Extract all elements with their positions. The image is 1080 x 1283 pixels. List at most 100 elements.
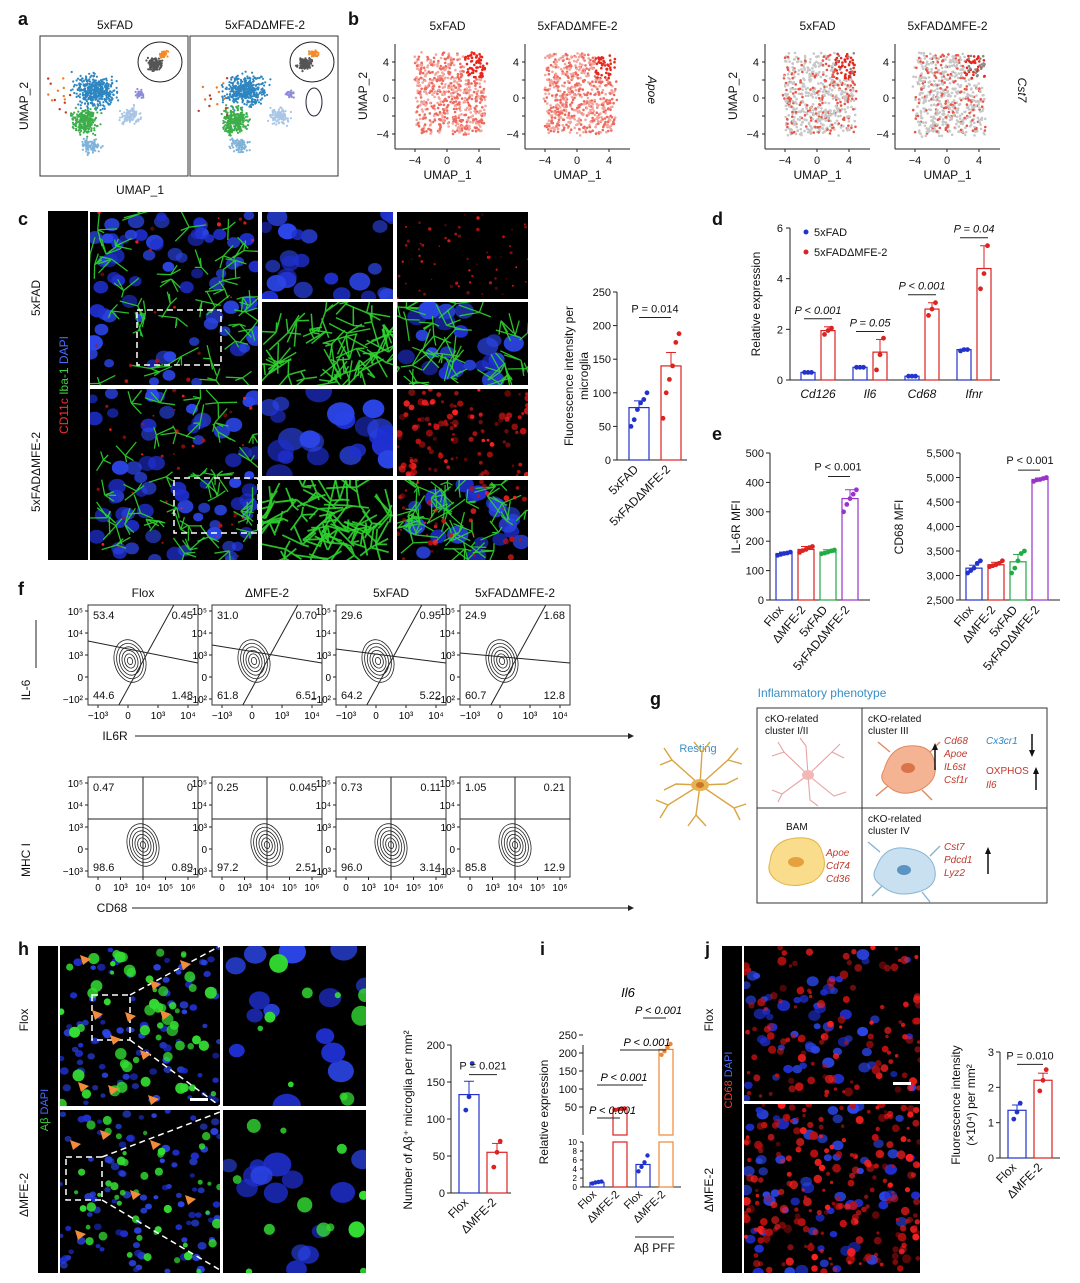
umap-point: [248, 100, 251, 103]
umap-point: [281, 108, 284, 111]
nucleus: [90, 335, 103, 351]
feature-point: [578, 109, 581, 113]
feature-point: [955, 111, 959, 114]
umap-point: [277, 119, 280, 122]
nucleus: [149, 239, 164, 251]
feature-point: [786, 125, 789, 129]
feature-point: [571, 77, 574, 80]
feature-point: [609, 108, 612, 111]
feature-point: [605, 130, 608, 134]
feature-point: [555, 81, 559, 84]
umap-point: [158, 63, 161, 66]
feature-point: [926, 112, 929, 115]
umap-point: [309, 60, 312, 64]
feature-point: [790, 128, 793, 132]
feature-point: [429, 128, 433, 132]
umap-point: [303, 61, 306, 64]
feature-point: [812, 131, 815, 134]
feature-point: [925, 96, 928, 99]
feature-point: [829, 124, 832, 128]
umap-point: [157, 57, 160, 60]
umap-point: [259, 98, 262, 101]
umap-point: [87, 148, 90, 151]
umap-point: [162, 50, 165, 54]
feature-point: [786, 55, 790, 59]
feature-point: [578, 127, 581, 131]
umap-point: [246, 115, 249, 118]
umap-point: [249, 93, 252, 97]
umap-point: [98, 91, 102, 94]
red-signal: [217, 217, 220, 220]
feature-point: [843, 58, 847, 62]
red-signal: [97, 212, 101, 214]
feature-point: [574, 71, 578, 74]
umap-point: [132, 117, 135, 120]
feature-point: [453, 118, 457, 121]
feature-point: [439, 90, 442, 94]
umap-point: [253, 100, 256, 103]
umap-point: [239, 92, 242, 95]
feature-point: [946, 104, 950, 108]
umap-point: [107, 87, 110, 90]
feature-point: [550, 116, 554, 119]
umap-point: [105, 87, 108, 90]
umap-point: [242, 143, 245, 146]
feature-point: [549, 84, 552, 87]
feature-point: [469, 115, 473, 119]
feature-point: [469, 120, 472, 124]
umap-point: [234, 124, 237, 127]
feature-point: [919, 111, 923, 115]
feature-point: [959, 64, 963, 68]
umap-point: [71, 121, 74, 124]
feature-point: [430, 121, 433, 124]
feature-point: [784, 104, 788, 108]
umap-outlier: [209, 97, 212, 101]
feature-point: [426, 64, 430, 67]
umap-point: [88, 117, 91, 120]
umap-point: [235, 148, 238, 152]
feature-point: [589, 120, 592, 124]
feature-point: [555, 113, 558, 116]
umap-point: [134, 114, 137, 117]
feature-point: [925, 55, 928, 58]
feature-point: [442, 109, 446, 112]
feature-point: [602, 110, 605, 113]
umap-point: [136, 93, 139, 96]
feature-point: [814, 119, 818, 123]
umap-point: [105, 98, 108, 101]
feature-point: [588, 63, 592, 67]
feature-point: [787, 114, 790, 117]
feature-point: [550, 119, 553, 123]
umap-point: [82, 137, 85, 140]
feature-point: [833, 63, 837, 67]
feature-point: [972, 55, 976, 58]
feature-point: [562, 105, 566, 109]
feature-point: [973, 121, 976, 125]
feature-point: [922, 54, 926, 57]
feature-point: [788, 105, 791, 108]
feature-point: [809, 74, 812, 78]
feature-point: [595, 111, 599, 114]
feature-point: [470, 97, 474, 101]
feature-point: [845, 69, 849, 72]
feature-point: [835, 107, 839, 111]
umap-point: [251, 80, 255, 83]
gene-label-cst7: Cst7: [1015, 78, 1029, 104]
umap-point: [291, 92, 294, 95]
feature-point: [938, 99, 941, 103]
red-signal: [124, 379, 129, 383]
feature-point: [597, 90, 600, 94]
feature-point: [578, 62, 582, 65]
feature-point: [930, 98, 933, 101]
umap-point: [255, 93, 258, 96]
x-tick-label: 0: [444, 155, 450, 167]
umap-point: [311, 64, 314, 67]
feature-point: [416, 100, 419, 103]
umap-point: [282, 122, 285, 125]
feature-point: [911, 108, 915, 112]
feature-point: [843, 78, 846, 82]
feature-point: [844, 76, 847, 80]
feature-point: [785, 117, 789, 121]
feature-point: [565, 93, 569, 96]
feature-point: [940, 66, 944, 70]
